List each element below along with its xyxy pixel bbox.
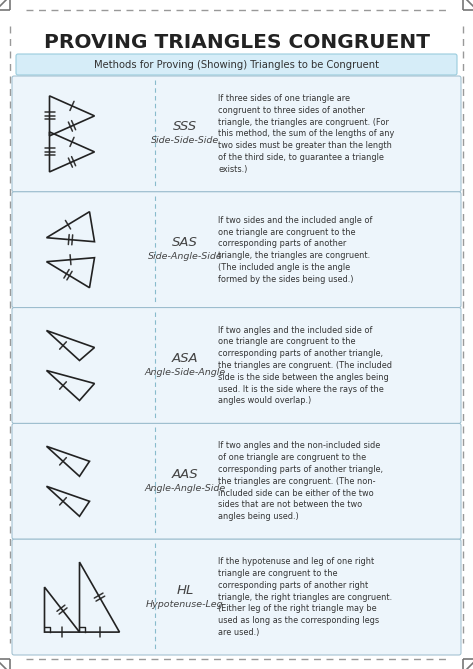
Text: If three sides of one triangle are
congruent to three sides of another
triangle,: If three sides of one triangle are congr… xyxy=(218,94,394,174)
Text: SAS: SAS xyxy=(172,236,198,249)
Text: Angle-Angle-Side: Angle-Angle-Side xyxy=(144,484,226,493)
Text: Angle-Side-Angle: Angle-Side-Angle xyxy=(144,368,226,377)
Text: ASA: ASA xyxy=(172,352,198,365)
FancyBboxPatch shape xyxy=(12,539,461,655)
Text: HL: HL xyxy=(176,583,193,597)
Text: Methods for Proving (Showing) Triangles to be Congruent: Methods for Proving (Showing) Triangles … xyxy=(94,60,379,70)
FancyBboxPatch shape xyxy=(12,423,461,539)
Text: Side-Angle-Side: Side-Angle-Side xyxy=(148,252,222,261)
FancyBboxPatch shape xyxy=(12,308,461,423)
Text: If two sides and the included angle of
one triangle are congruent to the
corresp: If two sides and the included angle of o… xyxy=(218,215,372,284)
Text: Side-Side-Side: Side-Side-Side xyxy=(151,136,219,145)
Text: If the hypotenuse and leg of one right
triangle are congruent to the
correspondi: If the hypotenuse and leg of one right t… xyxy=(218,557,392,637)
FancyBboxPatch shape xyxy=(12,76,461,192)
Text: SSS: SSS xyxy=(173,120,197,133)
FancyBboxPatch shape xyxy=(16,54,457,75)
Text: Hypotenuse-Leg: Hypotenuse-Leg xyxy=(146,599,224,609)
Text: If two angles and the included side of
one triangle are congruent to the
corresp: If two angles and the included side of o… xyxy=(218,326,392,405)
FancyBboxPatch shape xyxy=(12,192,461,308)
Text: If two angles and the non-included side
of one triangle are congruent to the
cor: If two angles and the non-included side … xyxy=(218,442,383,521)
Text: PROVING TRIANGLES CONGRUENT: PROVING TRIANGLES CONGRUENT xyxy=(44,33,429,52)
Text: AAS: AAS xyxy=(172,468,198,481)
